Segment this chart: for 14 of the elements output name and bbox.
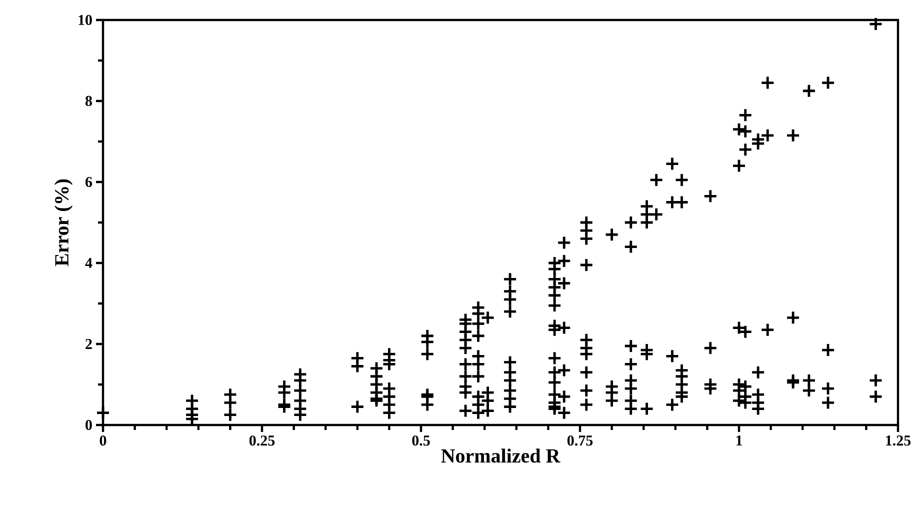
y-axis-title: Error (%) [54,179,73,266]
x-tick-label: 0.75 [567,436,593,446]
y-tick-label: 6 [85,176,92,188]
x-tick-label: 1 [736,436,742,446]
x-tick-label: 0 [100,436,106,446]
x-axis-title: Normalized R [441,448,560,463]
y-tick-label: 2 [86,339,92,349]
y-tick-label: 8 [85,96,92,106]
x-tick-label: 0.25 [249,436,275,446]
y-tick-label: 0 [86,420,92,430]
y-tick-label: 10 [78,14,92,26]
y-tick-label: 4 [85,258,92,268]
x-tick-label: 0.5 [412,436,430,446]
x-tick-label: 1.25 [886,436,911,446]
